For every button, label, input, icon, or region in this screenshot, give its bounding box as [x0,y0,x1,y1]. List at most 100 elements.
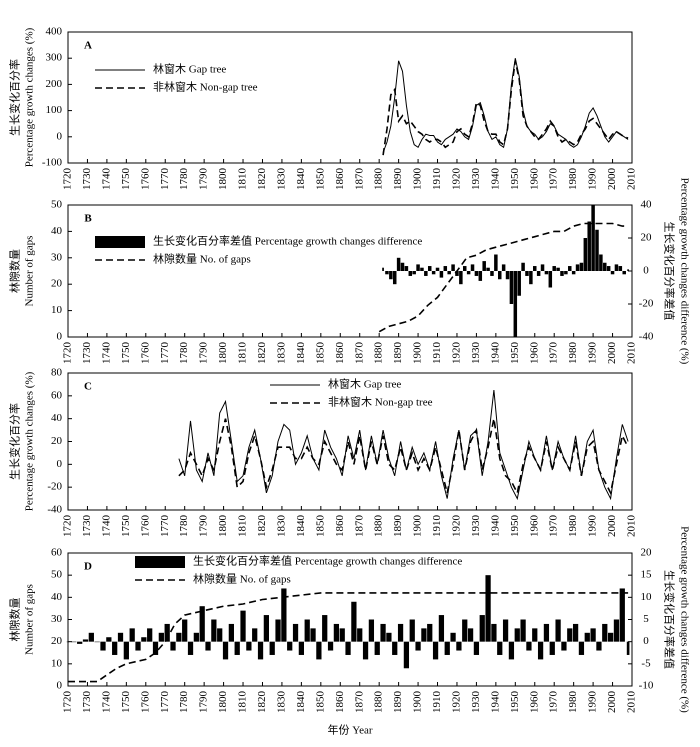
x-tick-label: 1990 [587,168,599,191]
x-tick-label: 1920 [450,168,462,191]
legend-label: 林窗木 Gap tree [328,377,401,391]
y2-tick-label: 5 [643,613,649,625]
x-tick-label: 1720 [62,691,74,714]
bar [552,266,556,271]
x-tick-label: 1950 [509,168,521,191]
bar [508,641,515,660]
x-tick-label: 1940 [489,691,501,714]
x-tick-label: 1940 [489,168,501,191]
bar [246,641,252,651]
bar [404,266,409,271]
bar [584,632,590,642]
bar [392,641,398,655]
bar [591,205,595,271]
bar [596,641,602,651]
x-axis-label: 年份 Year [327,723,372,737]
x-tick-label: 2000 [606,342,618,365]
bar [459,271,463,285]
x-tick-label: 1770 [159,515,171,538]
bar [298,641,305,655]
y-tick-label: -20 [47,481,62,493]
bar [431,271,436,275]
y-tick-label: 20 [51,635,63,647]
y-tick-label: -40 [47,504,62,516]
legend-label: 林隙数量 No. of gaps [193,572,291,586]
bar [517,271,521,296]
bar [587,221,591,271]
x-tick-label: 1720 [62,515,74,538]
bar [498,271,502,280]
x-tick-label: 1730 [81,168,93,191]
y-tick-label: 0 [57,458,63,470]
bar [548,271,553,288]
y-axis-label: Percentage growth changes (%) [24,27,36,167]
x-tick-label: 1860 [334,168,346,191]
bar [599,254,603,271]
y-tick-label: -100 [42,157,63,169]
y-tick-label: 10 [51,304,63,316]
x-tick-label: 1820 [256,342,268,365]
panel: D 1720 1730 1740 1750 1760 1770 1780 1790 1800 181… [8,526,691,736]
bar [462,619,468,642]
y-tick-label: 20 [51,278,63,290]
bar [292,623,299,642]
x-tick-label: 1970 [548,515,560,538]
x-tick-label: 1930 [470,342,482,365]
bar [543,623,550,642]
bar [450,632,456,642]
bar [403,641,410,669]
x-tick-label: 1780 [178,515,190,538]
bar [497,641,503,655]
bar [240,610,246,642]
x-tick-label: 1840 [295,168,307,191]
x-tick-label: 1980 [567,515,579,538]
x-tick-label: 1940 [489,342,501,365]
y-tick-label: 60 [51,547,63,559]
bar [572,623,579,642]
bar [602,623,608,642]
bar [205,641,211,651]
legend-label: 非林窗木 Non-gap tree [328,395,433,409]
bar [362,641,369,660]
x-tick-label: 1920 [450,342,462,365]
bar [217,628,223,642]
x-tick-label: 1800 [217,691,229,714]
bar [333,623,340,642]
bar [193,632,199,642]
bar [322,615,328,642]
x-tick-label: 1780 [178,342,190,365]
y2-tick-label: 10 [641,591,653,603]
bar [443,266,448,271]
bar [88,632,94,642]
bar [117,632,124,642]
y2-tick-label: 40 [641,199,653,211]
y2-tick-label: 20 [641,547,653,559]
bar [590,628,596,642]
bar [112,641,118,655]
bar [400,262,405,271]
bar [514,628,520,642]
bar [211,619,217,642]
series-line [378,222,629,333]
x-tick-label: 1970 [548,691,560,714]
x-tick-label: 1760 [139,342,151,365]
x-tick-label: 2000 [606,515,618,538]
x-tick-label: 1970 [548,342,560,365]
bar [467,628,474,642]
bar [252,628,258,642]
bar [170,641,176,651]
x-tick-label: 1720 [62,342,74,365]
y-tick-label: 100 [46,104,63,116]
y2-tick-label: 20 [641,232,653,244]
bar [82,639,89,642]
x-tick-label: 1860 [334,691,346,714]
bar [526,641,532,651]
bar [540,264,545,271]
bar [486,267,490,271]
bar [427,623,433,642]
x-tick-label: 1830 [275,342,287,365]
bar [626,641,630,655]
bar [444,641,450,655]
x-tick-label: 1740 [100,168,112,191]
panel: B 1720 1730 1740 1750 1760 1770 1780 1790 1800 181… [8,178,691,365]
